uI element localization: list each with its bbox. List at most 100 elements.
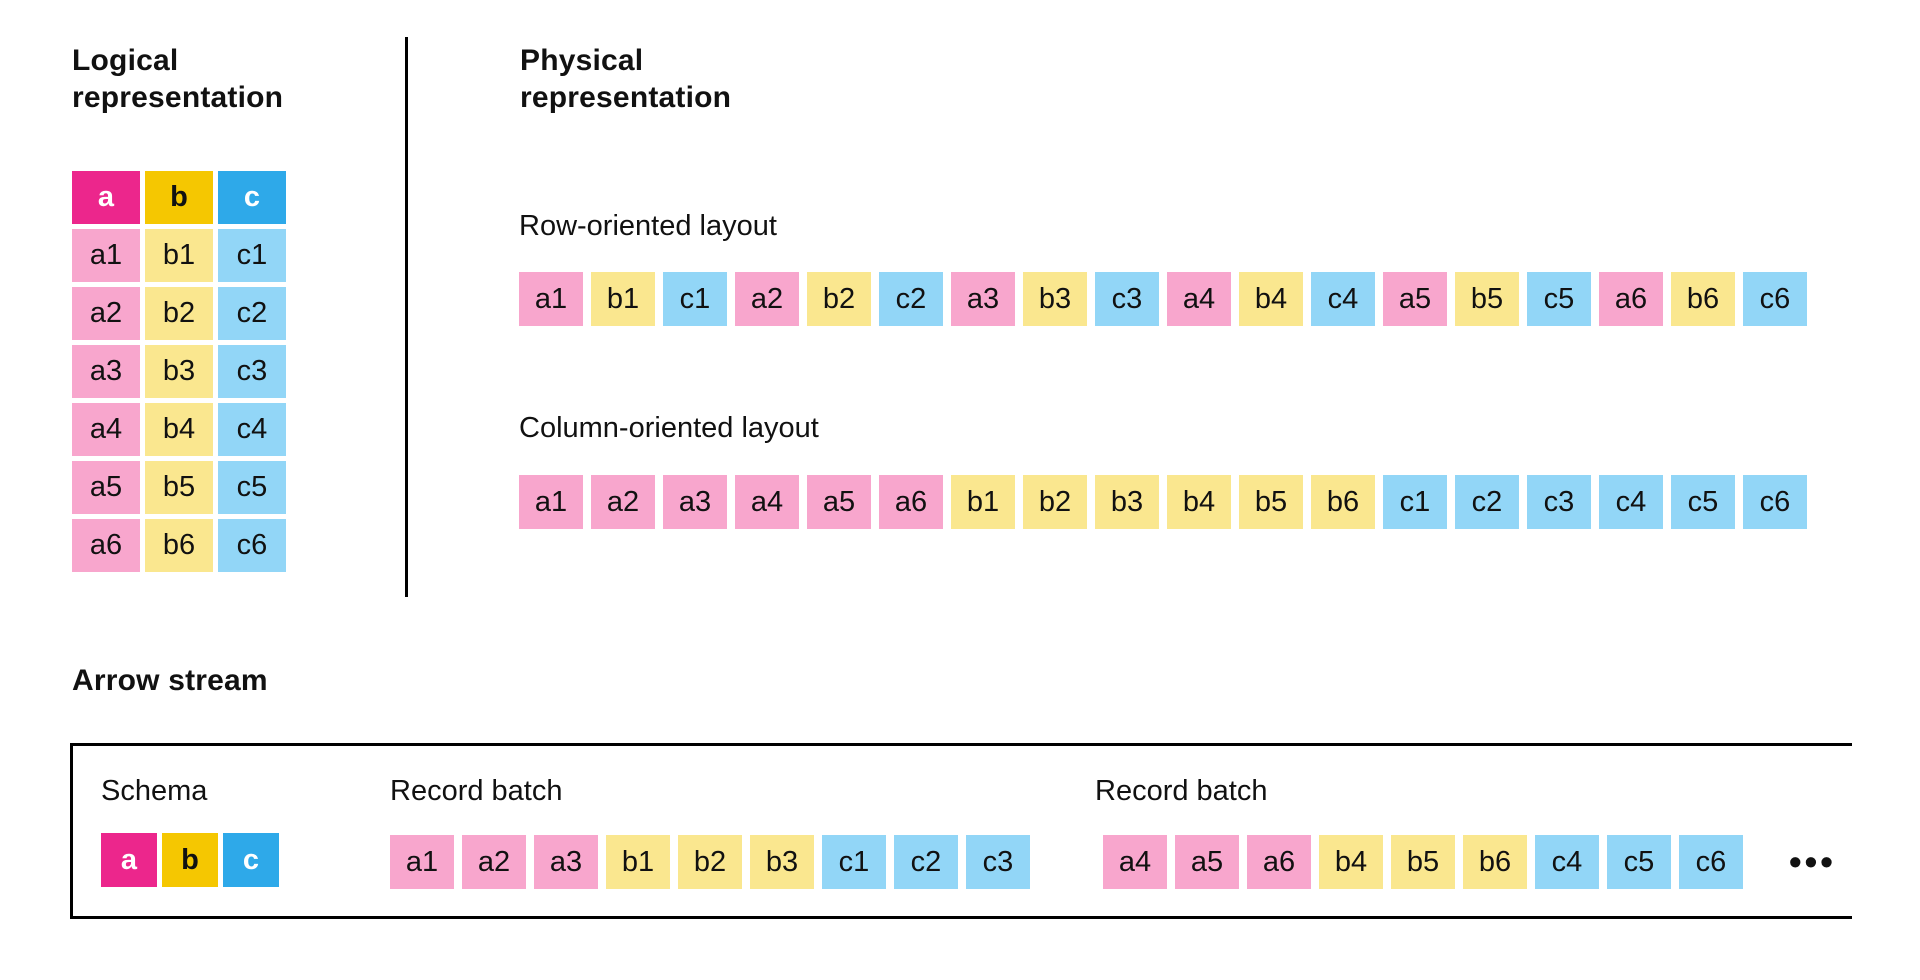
cell-a6: a6 bbox=[1247, 835, 1311, 889]
cell-c4: c4 bbox=[1599, 475, 1663, 529]
cell-c5: c5 bbox=[218, 461, 286, 514]
cell-b2: b2 bbox=[678, 835, 742, 889]
cell-a3: a3 bbox=[663, 475, 727, 529]
cell-c: c bbox=[223, 833, 279, 887]
cell-a3: a3 bbox=[951, 272, 1015, 326]
cell-b6: b6 bbox=[1671, 272, 1735, 326]
cell-a4: a4 bbox=[735, 475, 799, 529]
cell-b: b bbox=[145, 171, 213, 224]
cell-c4: c4 bbox=[1535, 835, 1599, 889]
cell-a4: a4 bbox=[1103, 835, 1167, 889]
cell-a5: a5 bbox=[1175, 835, 1239, 889]
cell-a2: a2 bbox=[591, 475, 655, 529]
cell-a2: a2 bbox=[462, 835, 526, 889]
cell-a5: a5 bbox=[72, 461, 140, 514]
cell-b5: b5 bbox=[145, 461, 213, 514]
cell-c2: c2 bbox=[1455, 475, 1519, 529]
cell-c6: c6 bbox=[1679, 835, 1743, 889]
cell-b2: b2 bbox=[1023, 475, 1087, 529]
record-batch-1-cells: a1 a2 a3 b1 b2 b3 c1 c2 c3 bbox=[390, 835, 1030, 889]
cell-b2: b2 bbox=[145, 287, 213, 340]
schema-label: Schema bbox=[101, 775, 208, 807]
cell-b4: b4 bbox=[1167, 475, 1231, 529]
table-row: a6 b6 c6 bbox=[72, 519, 286, 572]
cell-a1: a1 bbox=[519, 475, 583, 529]
cell-c: c bbox=[218, 171, 286, 224]
cell-a3: a3 bbox=[72, 345, 140, 398]
cell-b4: b4 bbox=[145, 403, 213, 456]
cell-b1: b1 bbox=[951, 475, 1015, 529]
cell-a5: a5 bbox=[1383, 272, 1447, 326]
cell-a6: a6 bbox=[879, 475, 943, 529]
cell-a1: a1 bbox=[519, 272, 583, 326]
table-row: a1 b1 c1 bbox=[72, 229, 286, 282]
continuation-ellipsis: ••• bbox=[1789, 841, 1836, 882]
cell-a1: a1 bbox=[390, 835, 454, 889]
cell-b1: b1 bbox=[591, 272, 655, 326]
table-row: a3 b3 c3 bbox=[72, 345, 286, 398]
cell-b6: b6 bbox=[1463, 835, 1527, 889]
cell-a: a bbox=[72, 171, 140, 224]
cell-c1: c1 bbox=[663, 272, 727, 326]
cell-c2: c2 bbox=[879, 272, 943, 326]
cell-a3: a3 bbox=[534, 835, 598, 889]
table-row: a5 b5 c5 bbox=[72, 461, 286, 514]
cell-c6: c6 bbox=[1743, 475, 1807, 529]
cell-c6: c6 bbox=[1743, 272, 1807, 326]
table-body: a1 b1 c1 a2 b2 c2 a3 b3 c3 a4 b4 c4 a5 b5 c5 a6 b6 c6 bbox=[72, 229, 286, 572]
cell-c5: c5 bbox=[1607, 835, 1671, 889]
column-oriented-layout-label: Column-oriented layout bbox=[519, 412, 819, 444]
cell-a1: a1 bbox=[72, 229, 140, 282]
cell-c3: c3 bbox=[966, 835, 1030, 889]
column-oriented-cells: a1 a2 a3 a4 a5 a6 b1 b2 b3 b4 b5 b6 c1 c2 c3 c4 c5 c6 bbox=[519, 475, 1807, 529]
cell-c3: c3 bbox=[1527, 475, 1591, 529]
cell-b5: b5 bbox=[1455, 272, 1519, 326]
cell-b3: b3 bbox=[1023, 272, 1087, 326]
cell-a5: a5 bbox=[807, 475, 871, 529]
record-batch-2-label: Record batch bbox=[1095, 775, 1268, 807]
cell-c5: c5 bbox=[1671, 475, 1735, 529]
cell-c1: c1 bbox=[218, 229, 286, 282]
cell-b3: b3 bbox=[1095, 475, 1159, 529]
cell-c2: c2 bbox=[218, 287, 286, 340]
cell-b3: b3 bbox=[145, 345, 213, 398]
cell-a: a bbox=[101, 833, 157, 887]
table-row: a4 b4 c4 bbox=[72, 403, 286, 456]
cell-c2: c2 bbox=[894, 835, 958, 889]
cell-b: b bbox=[162, 833, 218, 887]
cell-c1: c1 bbox=[1383, 475, 1447, 529]
cell-b5: b5 bbox=[1391, 835, 1455, 889]
cell-c4: c4 bbox=[1311, 272, 1375, 326]
section-divider-line bbox=[405, 37, 408, 597]
cell-c1: c1 bbox=[822, 835, 886, 889]
cell-a6: a6 bbox=[72, 519, 140, 572]
table-row: a2 b2 c2 bbox=[72, 287, 286, 340]
cell-c5: c5 bbox=[1527, 272, 1591, 326]
cell-b2: b2 bbox=[807, 272, 871, 326]
row-oriented-layout-label: Row-oriented layout bbox=[519, 210, 777, 242]
record-batch-2-cells: a4 a5 a6 b4 b5 b6 c4 c5 c6 bbox=[1103, 835, 1743, 889]
cell-b6: b6 bbox=[145, 519, 213, 572]
physical-representation-title: Physical representation bbox=[520, 44, 732, 114]
cell-a2: a2 bbox=[735, 272, 799, 326]
cell-a2: a2 bbox=[72, 287, 140, 340]
cell-c4: c4 bbox=[218, 403, 286, 456]
row-oriented-cells: a1 b1 c1 a2 b2 c2 a3 b3 c3 a4 b4 c4 a5 b5 c5 a6 b6 c6 bbox=[519, 272, 1807, 326]
cell-c6: c6 bbox=[218, 519, 286, 572]
cell-b5: b5 bbox=[1239, 475, 1303, 529]
cell-b6: b6 bbox=[1311, 475, 1375, 529]
cell-a4: a4 bbox=[72, 403, 140, 456]
cell-b4: b4 bbox=[1239, 272, 1303, 326]
cell-b1: b1 bbox=[145, 229, 213, 282]
arrow-stream-title: Arrow stream bbox=[72, 664, 268, 697]
logical-representation-title: Logical representation bbox=[72, 44, 284, 114]
cell-b1: b1 bbox=[606, 835, 670, 889]
cell-c3: c3 bbox=[218, 345, 286, 398]
arrow-stream-box bbox=[70, 743, 1852, 919]
cell-a6: a6 bbox=[1599, 272, 1663, 326]
cell-b4: b4 bbox=[1319, 835, 1383, 889]
